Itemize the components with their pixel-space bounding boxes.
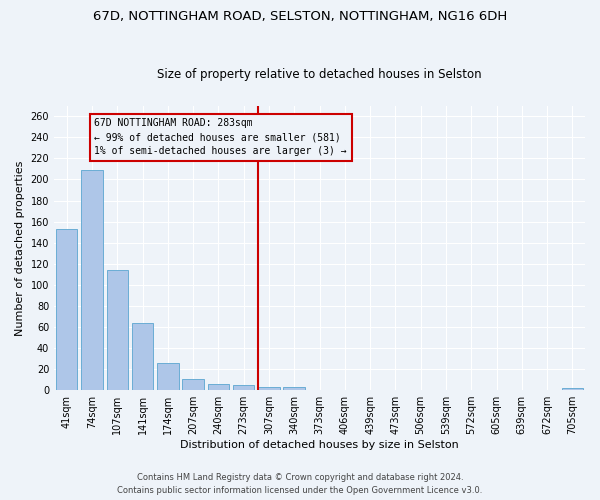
Bar bbox=[107, 270, 128, 390]
Bar bbox=[81, 170, 103, 390]
Bar bbox=[283, 387, 305, 390]
Bar bbox=[562, 388, 583, 390]
Y-axis label: Number of detached properties: Number of detached properties bbox=[15, 160, 25, 336]
Bar bbox=[56, 229, 77, 390]
Bar bbox=[233, 385, 254, 390]
Text: 67D, NOTTINGHAM ROAD, SELSTON, NOTTINGHAM, NG16 6DH: 67D, NOTTINGHAM ROAD, SELSTON, NOTTINGHA… bbox=[93, 10, 507, 23]
Bar bbox=[157, 362, 179, 390]
Title: Size of property relative to detached houses in Selston: Size of property relative to detached ho… bbox=[157, 68, 482, 81]
Bar bbox=[182, 378, 204, 390]
X-axis label: Distribution of detached houses by size in Selston: Distribution of detached houses by size … bbox=[180, 440, 459, 450]
Bar bbox=[132, 322, 153, 390]
Bar bbox=[258, 387, 280, 390]
Text: Contains HM Land Registry data © Crown copyright and database right 2024.
Contai: Contains HM Land Registry data © Crown c… bbox=[118, 474, 482, 495]
Text: 67D NOTTINGHAM ROAD: 283sqm
← 99% of detached houses are smaller (581)
1% of sem: 67D NOTTINGHAM ROAD: 283sqm ← 99% of det… bbox=[94, 118, 347, 156]
Bar bbox=[208, 384, 229, 390]
